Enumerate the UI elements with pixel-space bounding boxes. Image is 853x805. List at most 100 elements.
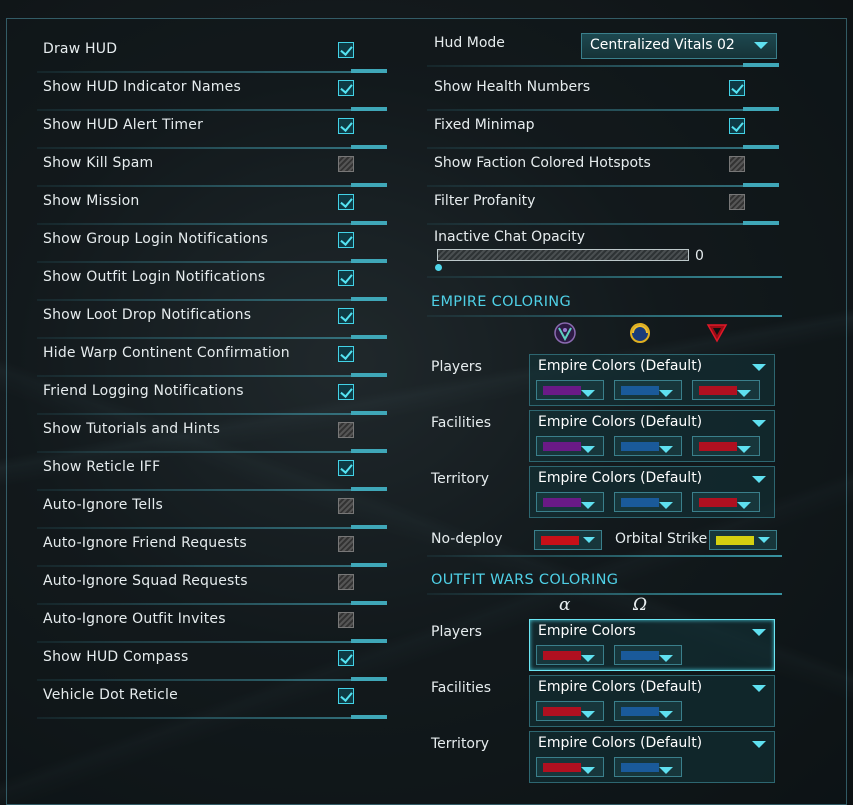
setting-row-show-mission[interactable]: Show Mission	[7, 191, 387, 229]
territory-color-picker-3[interactable]	[692, 492, 760, 512]
players-color-picker-3[interactable]	[692, 380, 760, 400]
chevron-down-icon	[581, 446, 595, 453]
chevron-down-icon	[752, 364, 766, 371]
setting-row-auto-ignore-friend-requests[interactable]: Auto-Ignore Friend Requests	[7, 533, 387, 571]
alpha-team-glyph: α	[559, 595, 571, 615]
setting-row-show-tutorials-and-hints[interactable]: Show Tutorials and Hints	[7, 419, 387, 457]
hud-mode-row: Hud Mode Centralized Vitals 02	[419, 33, 779, 71]
players-color-picker-1[interactable]	[536, 645, 604, 665]
color-scheme-value: Empire Colors (Default)	[538, 735, 703, 751]
facilities-color-scheme-dropdown[interactable]: Empire Colors (Default)	[529, 675, 775, 727]
facilities-color-picker-1[interactable]	[536, 701, 604, 721]
color-swatch	[543, 498, 581, 507]
setting-row-auto-ignore-outfit-invites[interactable]: Auto-Ignore Outfit Invites	[7, 609, 387, 647]
show-kill-spam-checkbox[interactable]	[338, 156, 354, 172]
setting-row-show-kill-spam[interactable]: Show Kill Spam	[7, 153, 387, 191]
setting-label: Auto-Ignore Outfit Invites	[43, 611, 226, 627]
group-label-facilities: Facilities	[431, 415, 491, 431]
setting-row-auto-ignore-tells[interactable]: Auto-Ignore Tells	[7, 495, 387, 533]
chevron-down-icon	[737, 502, 751, 509]
color-swatch	[543, 442, 581, 451]
chevron-down-icon	[581, 655, 595, 662]
color-scheme-value: Empire Colors (Default)	[538, 414, 703, 430]
auto-ignore-squad-requests-checkbox[interactable]	[338, 574, 354, 590]
chevron-down-icon	[752, 629, 766, 636]
friend-logging-notifications-checkbox[interactable]	[338, 384, 354, 400]
setting-row-show-reticle-iff[interactable]: Show Reticle IFF	[7, 457, 387, 495]
setting-label: Show Tutorials and Hints	[43, 421, 221, 437]
facilities-color-picker-2[interactable]	[614, 436, 682, 456]
auto-ignore-outfit-invites-checkbox[interactable]	[338, 612, 354, 628]
setting-label: Filter Profanity	[434, 193, 536, 209]
setting-row-show-hud-compass[interactable]: Show HUD Compass	[7, 647, 387, 685]
players-color-scheme-dropdown[interactable]: Empire Colors	[529, 619, 775, 671]
auto-ignore-tells-checkbox[interactable]	[338, 498, 354, 514]
color-swatch	[699, 442, 737, 451]
territory-color-picker-2[interactable]	[614, 757, 682, 777]
facilities-color-scheme-dropdown[interactable]: Empire Colors (Default)	[529, 410, 775, 462]
show-tutorials-and-hints-checkbox[interactable]	[338, 422, 354, 438]
show-outfit-login-notifications-checkbox[interactable]	[338, 270, 354, 286]
players-color-picker-1[interactable]	[536, 380, 604, 400]
chat-opacity-label-wrap: Inactive Chat Opacity	[419, 229, 779, 249]
filter-profanity-checkbox[interactable]	[729, 194, 745, 210]
nc-icon	[630, 323, 650, 343]
vehicle-dot-reticle-checkbox[interactable]	[338, 688, 354, 704]
setting-label: Show HUD Alert Timer	[43, 117, 204, 133]
hud-mode-dropdown[interactable]: Centralized Vitals 02	[581, 33, 777, 59]
draw-hud-checkbox[interactable]	[338, 42, 354, 58]
show-health-numbers-checkbox[interactable]	[729, 80, 745, 96]
territory-color-scheme-dropdown[interactable]: Empire Colors (Default)	[529, 466, 775, 518]
players-color-scheme-dropdown[interactable]: Empire Colors (Default)	[529, 354, 775, 406]
hide-warp-continent-confirmation-checkbox[interactable]	[338, 346, 354, 362]
group-label-players: Players	[431, 359, 482, 375]
omega-team-glyph: Ω	[633, 595, 648, 615]
facilities-color-picker-1[interactable]	[536, 436, 604, 456]
show-group-login-notifications-checkbox[interactable]	[338, 232, 354, 248]
color-scheme-value: Empire Colors (Default)	[538, 679, 703, 695]
orbital-strike-color-picker[interactable]	[709, 530, 777, 550]
setting-row-friend-logging-notifications[interactable]: Friend Logging Notifications	[7, 381, 387, 419]
facilities-color-picker-3[interactable]	[692, 436, 760, 456]
show-hud-alert-timer-checkbox[interactable]	[338, 118, 354, 134]
chat-opacity-slider[interactable]	[437, 249, 689, 261]
chat-opacity-slider-handle[interactable]	[435, 264, 442, 271]
territory-color-scheme-dropdown[interactable]: Empire Colors (Default)	[529, 731, 775, 783]
territory-color-picker-1[interactable]	[536, 492, 604, 512]
show-loot-drop-notifications-checkbox[interactable]	[338, 308, 354, 324]
setting-row-show-faction-colored-hotspots[interactable]: Show Faction Colored Hotspots	[419, 153, 779, 191]
color-swatch	[621, 707, 659, 716]
show-mission-checkbox[interactable]	[338, 194, 354, 210]
territory-color-picker-2[interactable]	[614, 492, 682, 512]
setting-row-show-group-login-notifications[interactable]: Show Group Login Notifications	[7, 229, 387, 267]
no-deploy-color-picker[interactable]	[534, 530, 602, 550]
setting-row-show-hud-indicator-names[interactable]: Show HUD Indicator Names	[7, 77, 387, 115]
setting-label: Show Mission	[43, 193, 140, 209]
setting-row-show-health-numbers[interactable]: Show Health Numbers	[419, 77, 779, 115]
players-color-picker-2[interactable]	[614, 645, 682, 665]
auto-ignore-friend-requests-checkbox[interactable]	[338, 536, 354, 552]
color-swatch	[699, 498, 737, 507]
chevron-down-icon	[737, 390, 751, 397]
settings-panel: Draw HUD Show HUD Indicator Names Show HUD…	[6, 18, 847, 805]
show-hud-compass-checkbox[interactable]	[338, 650, 354, 666]
setting-row-vehicle-dot-reticle[interactable]: Vehicle Dot Reticle	[7, 685, 387, 723]
show-hud-indicator-names-checkbox[interactable]	[338, 80, 354, 96]
facilities-color-picker-2[interactable]	[614, 701, 682, 721]
chevron-down-icon	[659, 711, 673, 718]
fixed-minimap-checkbox[interactable]	[729, 118, 745, 134]
setting-row-hide-warp-continent-confirmation[interactable]: Hide Warp Continent Confirmation	[7, 343, 387, 381]
setting-row-show-loot-drop-notifications[interactable]: Show Loot Drop Notifications	[7, 305, 387, 343]
players-color-picker-2[interactable]	[614, 380, 682, 400]
territory-color-picker-1[interactable]	[536, 757, 604, 777]
chevron-down-icon	[583, 537, 595, 543]
setting-row-draw-hud[interactable]: Draw HUD	[7, 39, 387, 77]
setting-row-show-outfit-login-notifications[interactable]: Show Outfit Login Notifications	[7, 267, 387, 305]
setting-row-show-hud-alert-timer[interactable]: Show HUD Alert Timer	[7, 115, 387, 153]
setting-row-fixed-minimap[interactable]: Fixed Minimap	[419, 115, 779, 153]
show-reticle-iff-checkbox[interactable]	[338, 460, 354, 476]
show-faction-colored-hotspots-checkbox[interactable]	[729, 156, 745, 172]
chevron-down-icon	[659, 767, 673, 774]
setting-row-auto-ignore-squad-requests[interactable]: Auto-Ignore Squad Requests	[7, 571, 387, 609]
setting-row-filter-profanity[interactable]: Filter Profanity	[419, 191, 779, 229]
